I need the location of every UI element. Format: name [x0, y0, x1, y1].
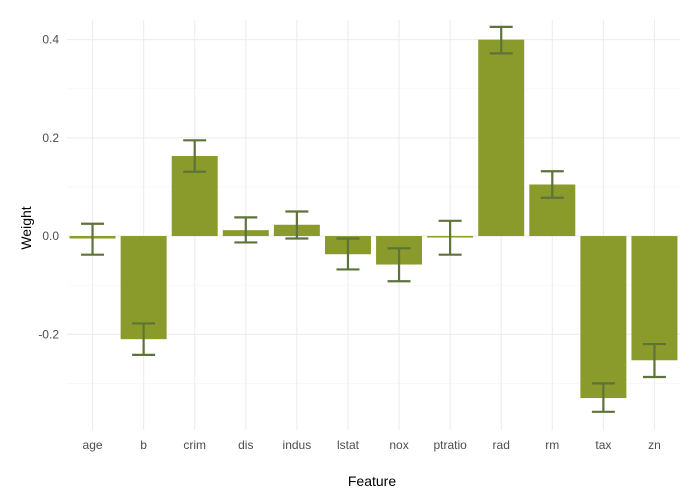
bar-b — [120, 236, 167, 340]
error-bar-ptratio — [438, 219, 462, 256]
x-tick-label-crim: crim — [183, 438, 206, 452]
x-tick-label-b: b — [140, 438, 147, 452]
y-tick-label: 0.0 — [42, 229, 59, 243]
x-tick-label-lstat: lstat — [337, 438, 360, 452]
error-bar-b — [132, 322, 156, 356]
bar-rad — [478, 39, 525, 237]
x-tick-label-rad: rad — [493, 438, 510, 452]
error-bar-rad — [489, 25, 513, 55]
error-bar-tax — [591, 382, 615, 413]
error-bar-indus — [285, 210, 309, 240]
error-bar-nox — [387, 247, 411, 283]
error-bar-age — [81, 222, 105, 256]
x-tick-label-nox: nox — [389, 438, 408, 452]
x-tick-label-tax: tax — [595, 438, 611, 452]
x-tick-label-zn: zn — [648, 438, 661, 452]
x-tick-label-ptratio: ptratio — [433, 438, 467, 452]
y-axis-title: Weight — [18, 206, 34, 249]
x-tick-label-indus: indus — [283, 438, 312, 452]
x-tick-label-dis: dis — [238, 438, 253, 452]
bar-tax — [580, 236, 627, 399]
x-tick-label-age: age — [83, 438, 103, 452]
error-bar-dis — [234, 216, 258, 244]
error-bar-zn — [642, 342, 666, 379]
x-axis-title: Feature — [348, 473, 396, 489]
bars — [69, 39, 678, 399]
y-tick-label: 0.4 — [42, 33, 59, 47]
error-bars — [81, 25, 666, 413]
x-tick-label-rm: rm — [545, 438, 559, 452]
error-bar-lstat — [336, 237, 360, 271]
error-bar-rm — [540, 170, 564, 199]
y-tick-label: -0.2 — [38, 327, 59, 341]
y-tick-label: 0.2 — [42, 131, 59, 145]
x-axis-ticks: age b crim dis indus lstat nox ptratio rad rm tax z… — [83, 438, 661, 452]
y-axis-ticks: -0.2 0.0 0.2 0.4 — [38, 33, 59, 342]
bar-zn — [631, 236, 678, 361]
error-bar-crim — [183, 139, 207, 173]
